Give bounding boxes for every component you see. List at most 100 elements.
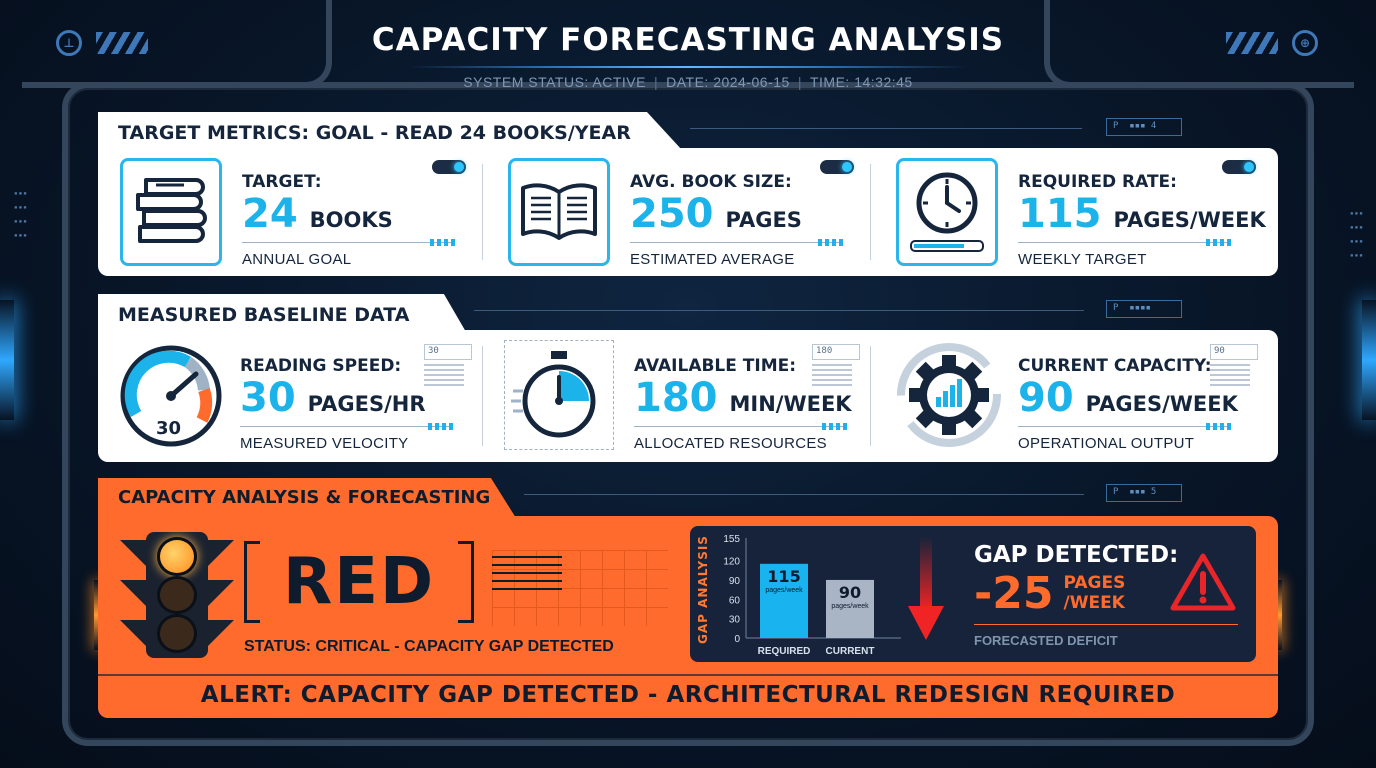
forecast-lines <box>492 556 562 596</box>
card-label: AVG. BOOK SIZE: <box>630 172 792 192</box>
card-subtitle: ALLOCATED RESOURCES <box>634 435 827 452</box>
card-subtitle: ESTIMATED AVERAGE <box>630 251 795 268</box>
side-tick-marks: ▪▪▪ ▪▪▪ ▪▪▪ ▪▪▪ <box>1350 210 1364 259</box>
down-arrow-icon <box>908 536 944 640</box>
target-section-tab: TARGET METRICS: GOAL - READ 24 BOOKS/YEA… <box>98 112 682 150</box>
stripes-icon <box>96 32 148 54</box>
gap-summary: GAP DETECTED: -25 PAGES /WEEK FORECASTED… <box>974 542 1238 648</box>
mini-readout: 90 <box>1210 344 1258 390</box>
card-value: 90 <box>1018 375 1074 421</box>
bar-required <box>760 563 808 638</box>
header: CAPACITY FORECASTING ANALYSIS SYSTEM STA… <box>0 22 1376 90</box>
mini-readout: 30 <box>424 344 472 390</box>
unlit-lamp <box>157 614 197 654</box>
card-value: 30 <box>240 375 296 421</box>
book-size-toggle[interactable] <box>820 160 854 174</box>
status-bar: SYSTEM STATUS: ACTIVE | DATE: 2024-06-15 | T… <box>463 74 913 90</box>
data-readout-box: P ▪▪▪ 4 <box>1106 118 1182 136</box>
bar-current <box>826 579 874 638</box>
card-subtitle: ANNUAL GOAL <box>242 251 352 268</box>
card-unit: MIN/WEEK <box>729 392 852 416</box>
left-glow-indicator <box>0 300 14 420</box>
card-unit: PAGES/WEEK <box>1085 392 1238 416</box>
card-value: 250 <box>630 191 714 237</box>
clock-icon <box>896 158 998 266</box>
open-book-icon <box>508 158 610 266</box>
card-label: REQUIRED RATE: <box>1018 172 1177 192</box>
y-tick-label: 120 <box>723 557 740 568</box>
right-glow-indicator <box>1362 300 1376 420</box>
books-stack-icon <box>120 158 222 266</box>
baseline-section-tab: MEASURED BASELINE DATA <box>98 294 466 332</box>
required-rate-card: REQUIRED RATE: 115 PAGES/WEEK WEEKLY TAR… <box>896 158 1266 268</box>
emblem-icon: ⊥ <box>56 30 82 56</box>
gauge-readout: 30 <box>156 418 182 439</box>
target-card: TARGET: 24 BOOKS ANNUAL GOAL <box>120 158 456 268</box>
bar-value-label: 115 <box>767 567 800 586</box>
mini-readout: 180 <box>812 344 860 390</box>
reading-speed-card: 30 READING SPEED: 30 PAGES/HR MEASURED V… <box>116 340 454 452</box>
y-tick-label: 30 <box>729 615 741 626</box>
right-orange-indicator <box>1274 580 1282 650</box>
card-label: TARGET: <box>242 172 322 192</box>
status-text: STATUS: CRITICAL - CAPACITY GAP DETECTED <box>244 638 614 655</box>
card-label: CURRENT CAPACITY: <box>1018 356 1212 376</box>
bar-value-label: 90 <box>839 583 861 602</box>
warning-icon <box>1170 553 1236 611</box>
card-subtitle: MEASURED VELOCITY <box>240 435 409 452</box>
card-label: READING SPEED: <box>240 356 402 376</box>
current-capacity-card: CURRENT CAPACITY: 90 PAGES/WEEK OPERATIO… <box>894 340 1238 452</box>
data-readout-box: P ▪▪▪▪ <box>1106 300 1182 318</box>
baseline-section-title: MEASURED BASELINE DATA <box>118 304 410 326</box>
card-value: 180 <box>634 375 718 421</box>
baseline-panel: 30 READING SPEED: 30 PAGES/HR MEASURED V… <box>98 330 1278 462</box>
target-panel: TARGET: 24 BOOKS ANNUAL GOAL AVG. BOOK S… <box>98 148 1278 276</box>
traffic-light-icon <box>118 532 236 658</box>
gap-subtitle: FORECASTED DEFICIT <box>974 633 1118 648</box>
target-toggle[interactable] <box>432 160 466 174</box>
gap-bar-chart: 0306090120155115pages/weekREQUIRED90page… <box>723 534 901 657</box>
card-unit: PAGES/HR <box>307 392 426 416</box>
top-left-decor: ⊥ <box>56 30 148 56</box>
card-unit: PAGES/WEEK <box>1113 208 1266 232</box>
status-word: RED <box>282 545 436 619</box>
status-word-box: RED <box>244 538 474 626</box>
emblem-icon: ⊕ <box>1292 30 1318 56</box>
y-tick-label: 0 <box>734 634 740 645</box>
x-category-label: REQUIRED <box>758 646 811 657</box>
card-subtitle: WEEKLY TARGET <box>1018 251 1147 268</box>
card-unit: PAGES <box>725 208 802 232</box>
card-unit: BOOKS <box>309 208 393 232</box>
stripes-icon <box>1226 32 1278 54</box>
title-underline <box>408 66 968 68</box>
bar-unit-label: pages/week <box>831 603 869 610</box>
x-category-label: CURRENT <box>826 646 875 657</box>
y-tick-label: 155 <box>723 534 740 545</box>
card-value: 115 <box>1018 191 1102 237</box>
stopwatch-icon <box>504 340 614 450</box>
analysis-section-title: CAPACITY ANALYSIS & FORECASTING <box>118 487 491 508</box>
gap-unit: PAGES /WEEK <box>1063 573 1126 613</box>
required-rate-toggle[interactable] <box>1222 160 1256 174</box>
analysis-section-tab: CAPACITY ANALYSIS & FORECASTING <box>98 478 516 518</box>
analysis-panel: RED STATUS: CRITICAL - CAPACITY GAP DETE… <box>98 516 1278 718</box>
bar-unit-label: pages/week <box>765 587 803 594</box>
gap-analysis-panel: GAP ANALYSIS 0 30 60 90 120 155 115 pages/week R… <box>690 526 1256 662</box>
time-readout: TIME: 14:32:45 <box>809 74 913 90</box>
data-readout-box: P ▪▪▪ 5 <box>1106 484 1182 502</box>
unlit-lamp <box>157 575 197 615</box>
gap-value: -25 <box>974 568 1054 619</box>
page-title: CAPACITY FORECASTING ANALYSIS <box>371 22 1005 58</box>
card-subtitle: OPERATIONAL OUTPUT <box>1018 435 1195 452</box>
system-status: SYSTEM STATUS: ACTIVE <box>463 74 646 90</box>
gap-chart-title: GAP ANALYSIS <box>696 535 710 644</box>
alert-banner: ALERT: CAPACITY GAP DETECTED - ARCHITECT… <box>200 682 1176 708</box>
y-tick-label: 60 <box>729 595 741 606</box>
amber-lamp <box>157 537 197 576</box>
target-section-title: TARGET METRICS: GOAL - READ 24 BOOKS/YEA… <box>118 122 631 144</box>
y-tick-label: 90 <box>729 576 741 587</box>
card-value: 24 <box>242 191 298 237</box>
gear-chart-icon <box>894 340 1004 450</box>
date-readout: DATE: 2024-06-15 <box>666 74 790 90</box>
available-time-card: AVAILABLE TIME: 180 MIN/WEEK ALLOCATED R… <box>504 340 852 452</box>
